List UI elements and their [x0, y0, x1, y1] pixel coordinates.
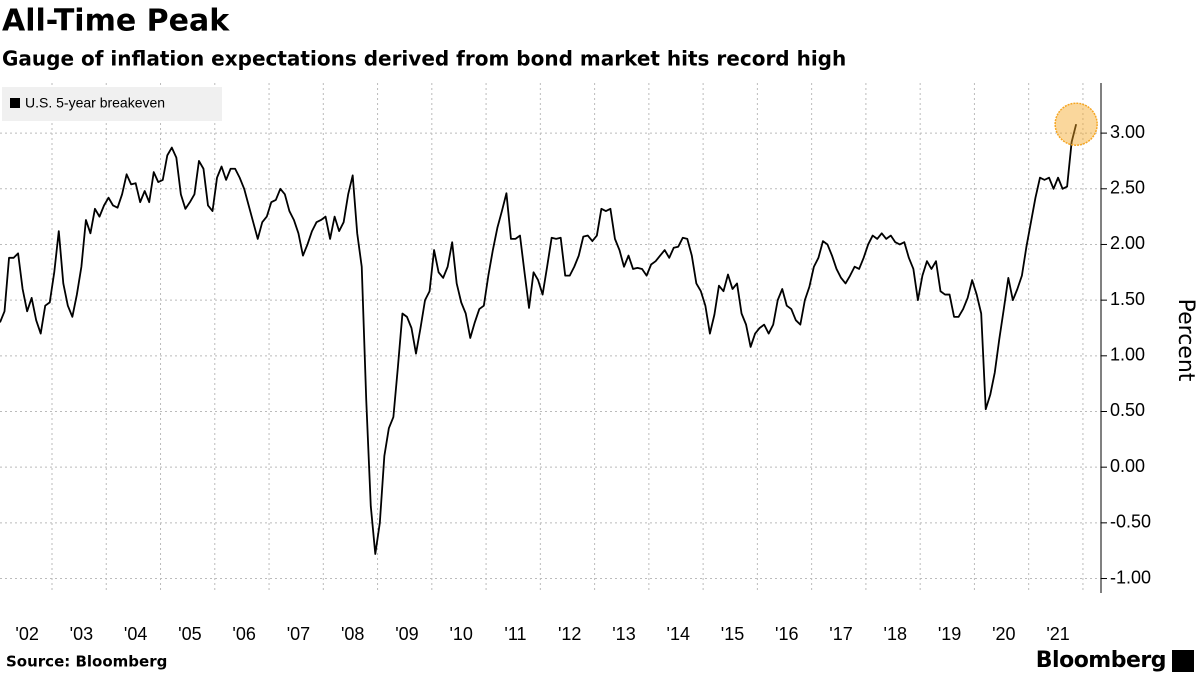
y-axis-label: Percent	[1173, 299, 1198, 382]
y-tick-label: -0.50	[1110, 512, 1151, 532]
brand-icon	[1172, 650, 1194, 672]
legend-swatch	[10, 98, 20, 108]
y-tick-label: 2.00	[1110, 233, 1145, 253]
y-tick-label: 1.50	[1110, 289, 1145, 309]
x-tick-label: '12	[558, 624, 581, 644]
legend-label: U.S. 5-year breakeven	[25, 95, 165, 111]
chart-subtitle: Gauge of inflation expectations derived …	[2, 47, 846, 71]
brand: Bloomberg	[1036, 648, 1166, 673]
chart-title: All-Time Peak	[2, 4, 230, 39]
x-tick-label: '20	[992, 624, 1015, 644]
x-tick-label: '10	[449, 624, 472, 644]
y-tick-label: 3.00	[1110, 122, 1145, 142]
x-tick-label: '15	[721, 624, 744, 644]
x-tick-label: '16	[775, 624, 798, 644]
peak-marker	[1054, 102, 1098, 146]
x-tick-label: '18	[884, 624, 907, 644]
x-tick-label: '02	[15, 624, 38, 644]
legend-box	[2, 87, 222, 121]
x-tick-label: '14	[667, 624, 690, 644]
x-tick-label: '05	[178, 624, 201, 644]
line	[0, 123, 1078, 555]
x-tick-label: '17	[829, 624, 852, 644]
x-tick-label: '08	[341, 624, 364, 644]
y-tick-label: 1.00	[1110, 345, 1145, 365]
source: Source: Bloomberg	[6, 653, 167, 671]
x-tick-label: '11	[504, 624, 526, 644]
y-tick-label: -1.00	[1110, 567, 1151, 587]
x-tick-label: '04	[124, 624, 147, 644]
x-tick-label: '19	[938, 624, 961, 644]
y-tick-label: 2.50	[1110, 178, 1145, 198]
x-tick-label: '09	[395, 624, 418, 644]
x-tick-label: '07	[287, 624, 310, 644]
x-tick-label: '13	[612, 624, 635, 644]
x-tick-label: '03	[70, 624, 93, 644]
x-tick-label: '21	[1046, 624, 1069, 644]
x-tick-label: '06	[232, 624, 255, 644]
y-tick-label: 0.50	[1110, 400, 1145, 420]
y-tick-label: 0.00	[1110, 456, 1145, 476]
